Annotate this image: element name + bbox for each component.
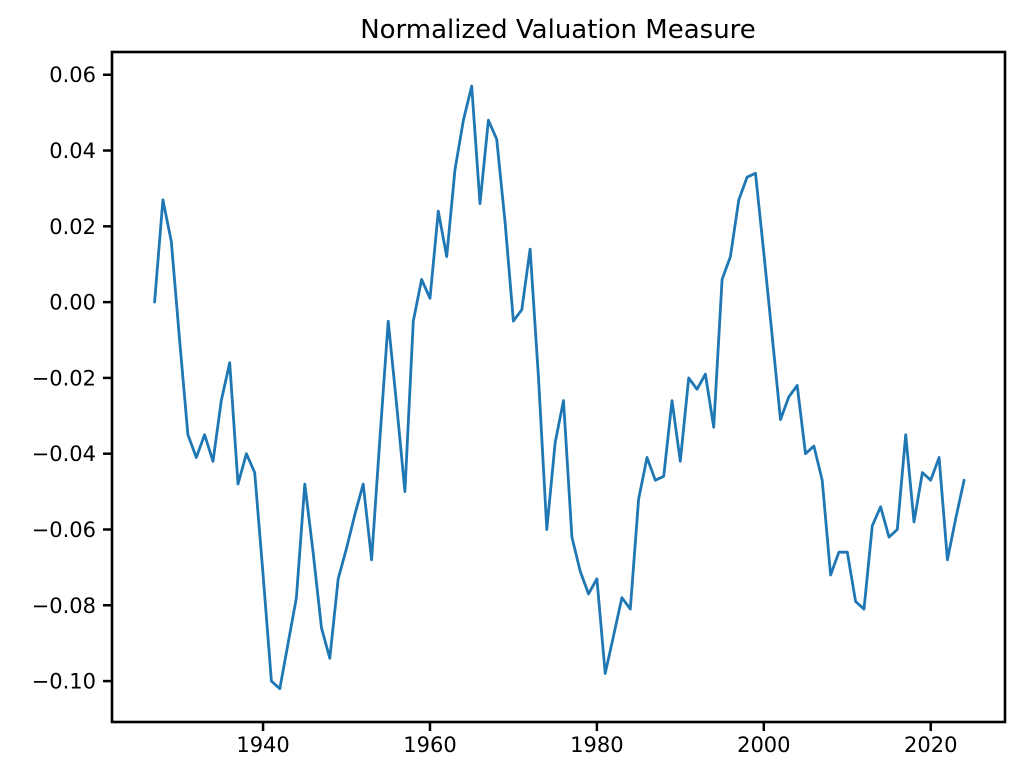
plot-background: [112, 52, 1005, 722]
chart-title: Normalized Valuation Measure: [360, 15, 756, 45]
x-axis-ticks: 1940 1960 1980 2000 2020: [236, 722, 957, 757]
x-tick-label: 2000: [737, 733, 790, 757]
y-tick-label: 0.00: [49, 291, 96, 315]
y-tick-label: −0.04: [32, 442, 96, 466]
x-tick-label: 1940: [236, 733, 289, 757]
y-tick-label: −0.02: [32, 366, 96, 390]
y-tick-label: 0.06: [49, 63, 96, 87]
x-tick-label: 1980: [570, 733, 623, 757]
plot-border: [110, 50, 1007, 724]
y-axis-ticks: 0.06 0.04 0.02 0.00 −0.02 −0.04 −0.06 −0.08 −0.1…: [32, 63, 112, 694]
x-tick-label: 1960: [403, 733, 456, 757]
y-tick-label: −0.10: [32, 670, 96, 694]
y-tick-label: 0.02: [49, 215, 96, 239]
y-tick-label: −0.06: [32, 518, 96, 542]
y-tick-label: 0.04: [49, 139, 96, 163]
y-tick-label: −0.08: [32, 594, 96, 618]
x-tick-label: 2020: [904, 733, 957, 757]
data-line: [153, 84, 966, 691]
